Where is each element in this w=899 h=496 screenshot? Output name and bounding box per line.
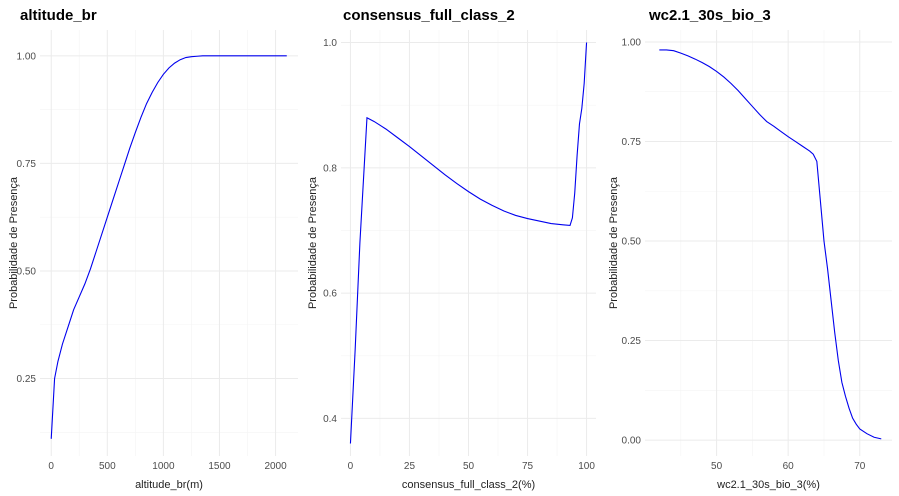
series-line xyxy=(349,42,588,444)
y-axis-label: Probabilidade de Presença xyxy=(8,176,20,309)
y-tick-label: 1.00 xyxy=(622,37,642,48)
x-tick-label: 50 xyxy=(711,461,723,472)
y-tick-label: 0.50 xyxy=(622,237,642,248)
series-line xyxy=(659,49,882,440)
chart-title: consensus_full_class_2 xyxy=(343,7,515,24)
x-tick-label: 75 xyxy=(522,461,534,472)
x-tick-label: 100 xyxy=(578,461,595,472)
panel-consensus-full-class-2: 0 25 50 75 100 0.4 0.6 0.8 1.0 consensus_full_cla… xyxy=(307,7,596,491)
y-tick-label: 1.0 xyxy=(323,38,337,49)
x-axis-label: wc2.1_30s_bio_3(%) xyxy=(716,479,820,491)
x-tick-label: 500 xyxy=(99,461,116,472)
x-tick-label: 1000 xyxy=(152,461,175,472)
y-tick-label: 0.4 xyxy=(323,414,337,425)
x-tick-label: 50 xyxy=(463,461,475,472)
y-tick-label: 0.8 xyxy=(323,163,337,174)
y-tick-label: 0.00 xyxy=(622,436,642,447)
x-tick-label: 60 xyxy=(783,461,795,472)
x-axis-label: consensus_full_class_2(%) xyxy=(402,479,535,491)
x-tick-label: 1500 xyxy=(208,461,231,472)
x-tick-label: 0 xyxy=(348,461,354,472)
x-tick-label: 70 xyxy=(854,461,866,472)
x-axis-label: altitude_br(m) xyxy=(135,479,203,491)
y-axis-label: Probabilidade de Presença xyxy=(307,176,319,309)
y-tick-label: 0.75 xyxy=(622,137,642,148)
x-tick-label: 2000 xyxy=(264,461,287,472)
x-tick-label: 0 xyxy=(48,461,54,472)
x-tick-label: 25 xyxy=(404,461,416,472)
y-tick-label: 0.50 xyxy=(17,266,37,277)
chart-title: wc2.1_30s_bio_3 xyxy=(648,7,771,24)
panel-altitude-br: 0 500 1000 1500 2000 0.25 0.50 0.75 1.00 altitude… xyxy=(8,7,298,491)
y-tick-label: 0.25 xyxy=(17,374,37,385)
y-tick-label: 0.75 xyxy=(17,159,37,170)
panel-wc2-1-30s-bio-3: 50 60 70 0.00 0.25 0.50 0.75 1.00 wc2.1_30s_bio_… xyxy=(608,7,892,491)
chart-title: altitude_br xyxy=(20,7,97,24)
y-tick-label: 0.6 xyxy=(323,289,337,300)
y-axis-label: Probabilidade de Presença xyxy=(608,176,620,309)
y-tick-label: 1.00 xyxy=(17,51,37,62)
series-line xyxy=(50,55,287,439)
y-tick-label: 0.25 xyxy=(622,336,642,347)
